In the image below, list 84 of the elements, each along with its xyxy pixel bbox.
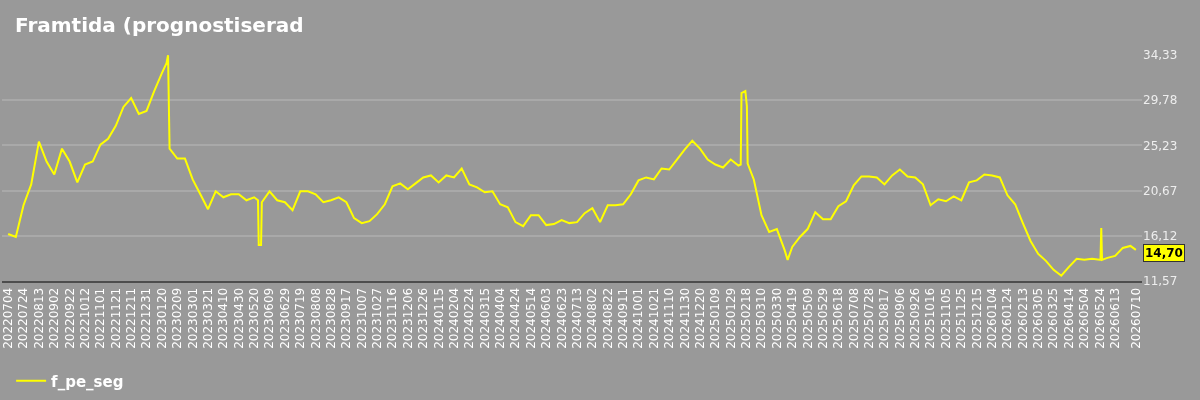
x-tick-label: 20260613 [1108, 287, 1122, 349]
x-tick-label: 20220922 [62, 287, 77, 349]
x-tick-label: 20241110 [662, 287, 677, 349]
x-tick-label: 20231206 [400, 287, 415, 349]
x-tick-label: 20230209 [170, 287, 185, 349]
x-tick-label: 20230629 [277, 287, 292, 349]
x-tick-label: 20241220 [692, 287, 707, 349]
x-tick-label: 20221012 [77, 287, 92, 349]
x-tick-label: 20250129 [723, 287, 738, 349]
x-tick-label: 20250728 [862, 287, 877, 349]
x-tick-label: 20240224 [462, 287, 477, 349]
x-tick-label: 20220724 [16, 287, 31, 349]
x-tick-label: 20260305 [1031, 287, 1046, 349]
x-tick-label: 20241130 [677, 287, 692, 349]
x-tick-label: 20240822 [600, 287, 615, 349]
x-tick-label: 20260710 [1128, 287, 1143, 349]
x-tick-label: 20240204 [446, 287, 461, 349]
x-tick-label: 20250509 [800, 287, 815, 349]
x-tick-label: 20240404 [493, 287, 508, 349]
x-tick-label: 20230917 [339, 287, 354, 349]
x-tick-label: 20240514 [523, 287, 538, 349]
x-tick-label: 20231007 [354, 287, 369, 349]
x-tick-label: 20230120 [154, 287, 169, 349]
y-tick-label: 25,23 [1143, 138, 1178, 153]
x-tick-label: 20230301 [185, 287, 200, 349]
x-tick-label: 20250419 [785, 287, 800, 349]
x-tick-label: 20250926 [908, 287, 923, 349]
x-tick-label: 20260124 [1000, 287, 1015, 349]
x-tick-label: 20221101 [93, 287, 108, 349]
x-tick-label: 20240802 [585, 287, 600, 349]
x-tick-label: 20220813 [31, 287, 46, 349]
y-tick-label: 11,57 [1143, 274, 1178, 289]
y-tick-label: 16,12 [1143, 229, 1178, 244]
line-series [7, 55, 1137, 277]
x-tick-label: 20231226 [416, 287, 431, 349]
x-tick-label: 20230520 [247, 287, 262, 349]
x-tick-label: 20260213 [1015, 287, 1030, 349]
y-tick-label: 29,78 [1143, 93, 1178, 108]
legend-label: f_pe_seg [51, 372, 124, 391]
x-tick-label: 20260504 [1077, 287, 1092, 349]
x-tick-label: 20250817 [877, 287, 892, 349]
x-tick-label: 20250109 [708, 287, 723, 349]
x-tick-label: 20230321 [200, 287, 215, 349]
x-tick-label: 20240603 [539, 287, 554, 349]
x-tick-label: 20260104 [985, 287, 999, 349]
x-tick-label: 20221211 [124, 287, 139, 349]
annotation: 14,70 [1145, 246, 1183, 260]
x-tick-label: 20241001 [631, 287, 646, 349]
x-tick-label: 20240713 [569, 287, 584, 349]
x-tick-label: 20240623 [554, 287, 569, 349]
x-tick-label: 20260414 [1061, 287, 1076, 349]
x-tick-label: 20250618 [831, 287, 846, 349]
x-tick-label: 20241021 [646, 287, 661, 349]
x-tick-label: 20251016 [923, 287, 938, 349]
x-tick-label: 20231116 [385, 287, 400, 349]
x-tick-label: 20250218 [739, 287, 754, 349]
x-tick-label: 20231027 [370, 287, 385, 349]
x-tick-label: 20220902 [47, 287, 62, 349]
x-tick-label: 20221231 [139, 287, 154, 349]
x-tick-label: 20250906 [892, 287, 907, 349]
x-tick-label: 20250529 [815, 287, 830, 349]
x-tick-label: 20240911 [616, 287, 631, 349]
x-tick-label: 20250310 [754, 287, 769, 349]
x-tick-label: 20251125 [954, 287, 969, 349]
x-tick-label: 20230808 [308, 287, 323, 349]
chart-title: Framtida (prognostiserad [15, 13, 304, 37]
x-tick-label: 20230430 [231, 287, 246, 349]
x-tick-label: 20221121 [108, 287, 123, 349]
x-tick-label: 20230609 [262, 287, 277, 349]
x-tick-label: 20251105 [938, 287, 953, 349]
y-tick-label: 34,33 [1143, 48, 1178, 63]
x-tick-label: 20251215 [969, 287, 984, 349]
x-tick-label: 20250330 [769, 287, 784, 349]
x-tick-label: 20230719 [293, 287, 308, 349]
x-tick-label: 20240115 [431, 287, 446, 349]
x-tick-label: 20230828 [323, 287, 338, 349]
x-tick-label: 20230410 [216, 287, 231, 349]
y-tick-label: 20,67 [1143, 183, 1178, 198]
x-tick-label: 20220704 [1, 287, 16, 349]
x-tick-label: 20240315 [477, 287, 492, 349]
x-tick-label: 20260524 [1092, 287, 1107, 349]
x-tick-label: 20240424 [508, 287, 523, 349]
x-tick-label: 20260325 [1046, 287, 1061, 349]
x-tick-label: 20250708 [846, 287, 861, 349]
